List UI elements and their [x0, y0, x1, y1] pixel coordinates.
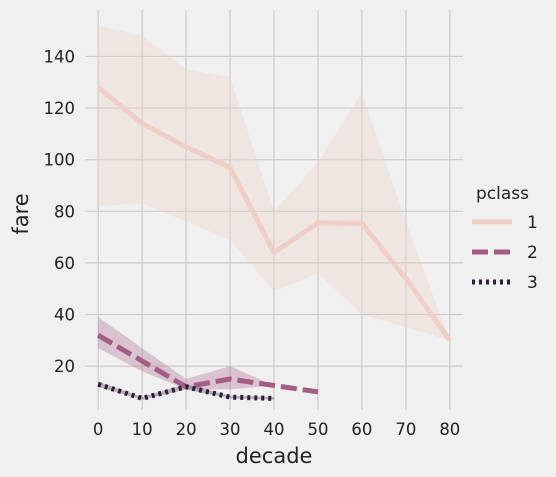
x-tick-label: 70 — [395, 420, 416, 439]
y-tick-label: 60 — [54, 254, 75, 273]
legend-label-2: 2 — [527, 243, 538, 263]
y-tick-label: 140 — [44, 47, 76, 66]
legend-title: pclass — [476, 184, 529, 204]
x-tick-label: 0 — [93, 420, 104, 439]
x-tick-label: 30 — [220, 420, 241, 439]
y-axis-label: fare — [9, 193, 33, 234]
y-tick-label: 100 — [44, 151, 76, 170]
legend: pclass 1 2 3 — [472, 184, 538, 293]
x-tick-label: 20 — [176, 420, 197, 439]
y-tick-label: 40 — [54, 306, 75, 325]
series-line-3 — [97, 381, 275, 401]
legend-label-1: 1 — [527, 213, 538, 233]
x-tick-label: 80 — [439, 420, 460, 439]
y-tick-label: 20 — [54, 357, 75, 376]
series-lines — [96, 85, 452, 401]
x-tick-label: 40 — [264, 420, 285, 439]
y-tick-label: 80 — [54, 202, 75, 221]
x-tick-labels: 0 10 20 30 40 50 60 70 80 — [93, 420, 460, 439]
x-tick-label: 10 — [132, 420, 153, 439]
x-tick-label: 60 — [351, 420, 372, 439]
ci-band-series-2 — [98, 317, 318, 392]
x-axis-label: decade — [236, 444, 313, 468]
x-tick-label: 50 — [307, 420, 328, 439]
series-line-1 — [96, 85, 452, 342]
y-tick-labels: 20 40 60 80 100 120 140 — [44, 47, 76, 376]
grid — [85, 10, 463, 410]
series-line-2 — [96, 333, 319, 395]
legend-label-3: 3 — [527, 273, 538, 293]
y-tick-label: 120 — [44, 99, 76, 118]
ci-band-series-1 — [98, 25, 450, 341]
